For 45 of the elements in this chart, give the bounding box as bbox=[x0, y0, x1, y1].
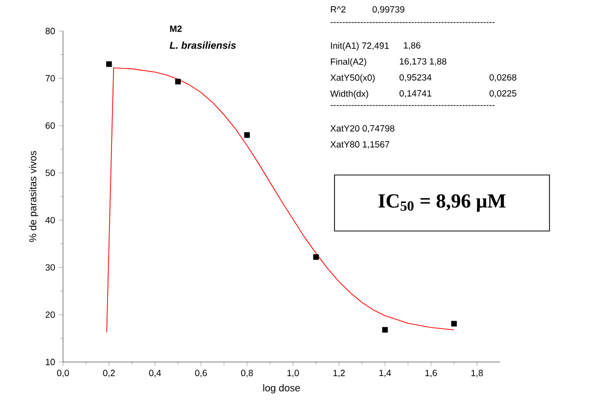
annotation: XatY50(x0) bbox=[330, 74, 375, 83]
annotation: 0,14741 bbox=[400, 90, 432, 98]
annotation: XatY80 1,1567 bbox=[330, 141, 390, 149]
x-tick-label: 0,4 bbox=[149, 370, 161, 378]
text: L. brasiliensis bbox=[170, 42, 236, 49]
chart-title: M2 bbox=[170, 26, 182, 32]
x-tick-label: 0,0 bbox=[57, 370, 69, 378]
annotation: Final(A2) bbox=[330, 58, 366, 67]
y-tick-label: 40 bbox=[45, 216, 55, 224]
x-tick-label: 1,4 bbox=[379, 370, 391, 378]
annotation: 0,95234 bbox=[400, 74, 432, 82]
annotation: 1,86 bbox=[404, 42, 420, 50]
y-tick-label: 50 bbox=[46, 170, 55, 176]
text: R^2 bbox=[330, 6, 346, 12]
y-tick-label: 10 bbox=[46, 358, 55, 366]
y-tick-label: 20 bbox=[46, 312, 55, 318]
y-tick-label: 30 bbox=[46, 264, 55, 271]
x-tick-label: 0,6 bbox=[195, 370, 207, 378]
text: 0,99739 bbox=[372, 6, 404, 14]
x-axis-title: log dose bbox=[263, 384, 300, 394]
point bbox=[382, 327, 388, 333]
text: IC$_{50}$ = 8,96 μM bbox=[378, 194, 506, 212]
annotation: XatY20 0,74798 bbox=[330, 125, 394, 133]
x-tick-label: 1,0 bbox=[287, 370, 299, 378]
x-tick-label: 1,2 bbox=[333, 370, 345, 378]
annotation: Init(A1) 72,491 bbox=[331, 42, 389, 51]
text: ------------------------------------------------------- bbox=[330, 22, 495, 23]
point bbox=[313, 254, 319, 260]
point bbox=[175, 78, 181, 84]
x-tick-label: 0,8 bbox=[241, 370, 253, 378]
y-axis-title: % de parasitas vivos bbox=[29, 151, 38, 242]
point bbox=[244, 132, 250, 138]
annotation: 0,0225 bbox=[490, 90, 516, 98]
y-tick-label: 70 bbox=[46, 75, 55, 82]
annotation: Width(dx) bbox=[330, 90, 368, 99]
point bbox=[106, 61, 112, 67]
annotation: ------------------------------------------------------- bbox=[330, 105, 495, 106]
x-tick-label: 0,2 bbox=[103, 370, 115, 378]
y-tick-label: 80 bbox=[46, 28, 55, 34]
x-tick-label: 1,8 bbox=[471, 370, 483, 378]
point bbox=[451, 320, 457, 326]
annotation: 16,173 1,88 bbox=[400, 58, 446, 66]
x-tick-label: 1,6 bbox=[425, 370, 437, 378]
y-tick-label: 60 bbox=[46, 122, 55, 129]
annotation: 0,0268 bbox=[490, 74, 516, 82]
